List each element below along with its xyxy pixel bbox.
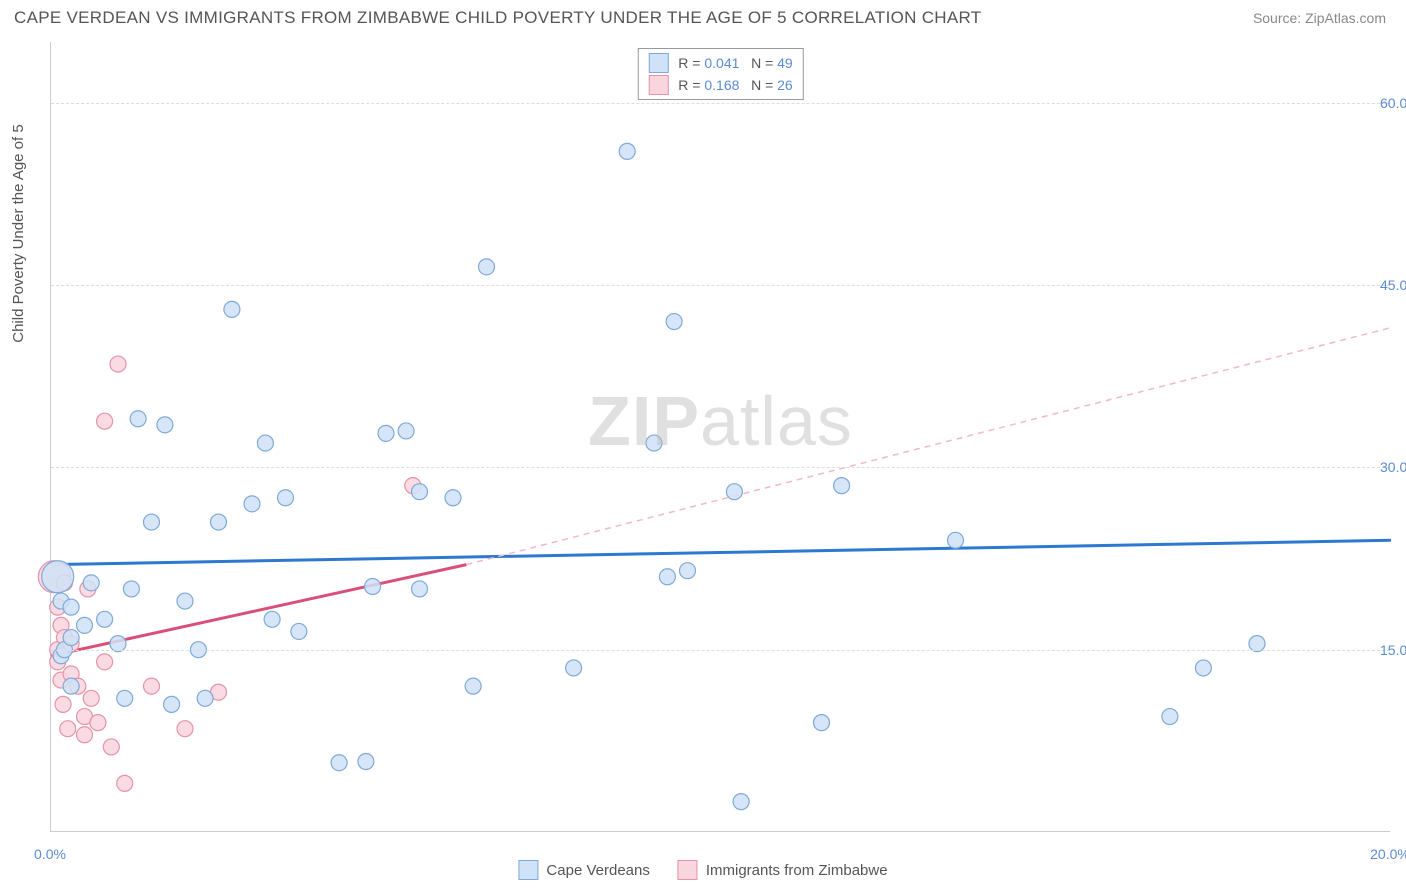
y-axis-label: Child Poverty Under the Age of 5 bbox=[10, 124, 27, 342]
x-tick-label: 20.0% bbox=[1370, 846, 1406, 862]
legend-swatch-blue bbox=[518, 860, 538, 880]
chart-svg bbox=[51, 42, 1390, 831]
legend-stat-r0: R = 0.041 N = 49 bbox=[678, 55, 792, 71]
stats-legend-row: R = 0.041 N = 49 bbox=[648, 52, 792, 74]
legend-stat-r1: R = 0.168 N = 26 bbox=[678, 77, 792, 93]
plot-area: ZIPatlas R = 0.041 N = 49 R = 0.168 N = … bbox=[50, 42, 1390, 832]
series-label: Cape Verdeans bbox=[546, 862, 649, 879]
stats-legend-row: R = 0.168 N = 26 bbox=[648, 74, 792, 96]
y-tick-label: 45.0% bbox=[1380, 277, 1406, 293]
series-legend: Cape Verdeans Immigrants from Zimbabwe bbox=[518, 860, 887, 880]
y-tick-label: 30.0% bbox=[1380, 459, 1406, 475]
chart-header: CAPE VERDEAN VS IMMIGRANTS FROM ZIMBABWE… bbox=[0, 0, 1406, 32]
legend-swatch-pink bbox=[648, 75, 668, 95]
series-legend-item: Cape Verdeans bbox=[518, 860, 649, 880]
x-tick-label: 0.0% bbox=[34, 846, 66, 862]
series-legend-item: Immigrants from Zimbabwe bbox=[678, 860, 888, 880]
legend-swatch-pink bbox=[678, 860, 698, 880]
stats-legend: R = 0.041 N = 49 R = 0.168 N = 26 bbox=[637, 48, 803, 100]
y-tick-label: 60.0% bbox=[1380, 95, 1406, 111]
chart-source: Source: ZipAtlas.com bbox=[1253, 10, 1386, 26]
legend-swatch-blue bbox=[648, 53, 668, 73]
series-label: Immigrants from Zimbabwe bbox=[706, 862, 888, 879]
chart-container: Child Poverty Under the Age of 5 ZIPatla… bbox=[0, 32, 1406, 882]
y-tick-label: 15.0% bbox=[1380, 642, 1406, 658]
chart-title: CAPE VERDEAN VS IMMIGRANTS FROM ZIMBABWE… bbox=[14, 8, 981, 28]
